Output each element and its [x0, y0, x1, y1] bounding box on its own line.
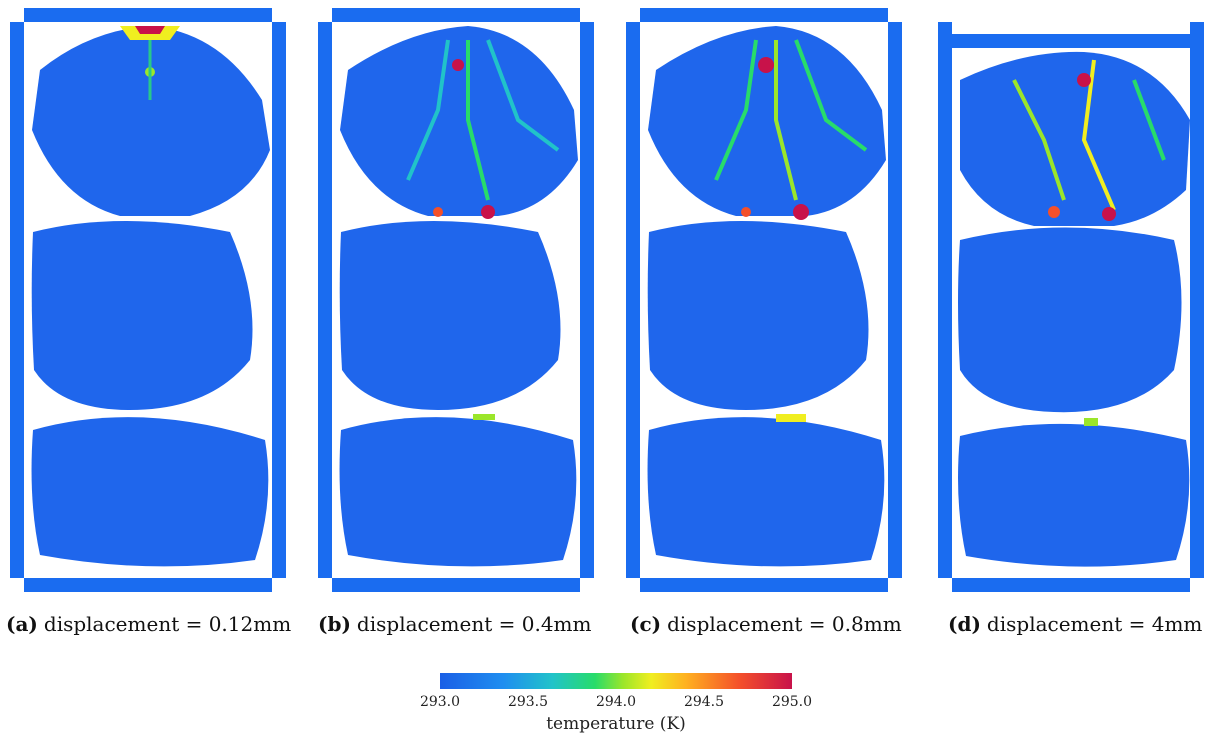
panel-a	[0, 0, 300, 600]
panel-b-label: displacement = 0.4mm	[356, 612, 592, 636]
panel-d-caption: (d) displacement = 4mm	[948, 612, 1202, 636]
panel-a-caption: (a) displacement = 0.12mm	[6, 612, 291, 636]
colorbar-tick: 293.0	[419, 694, 461, 710]
panel-d-tag: (d)	[948, 612, 981, 636]
panel-c-label: displacement = 0.8mm	[667, 612, 902, 636]
panel-d	[924, 0, 1222, 600]
panel-c	[616, 0, 916, 600]
colorbar-tick: 295.0	[771, 694, 813, 710]
colorbar-tick: 294.5	[683, 694, 725, 710]
panel-c-image	[626, 8, 902, 592]
panel-a-tag: (a)	[6, 612, 38, 636]
colorbar-title: temperature (K)	[546, 714, 686, 734]
panel-b-image	[318, 8, 594, 592]
panel-d-label: displacement = 4mm	[986, 612, 1203, 636]
panel-b-tag: (b)	[318, 612, 351, 636]
panel-b-caption: (b) displacement = 0.4mm	[318, 612, 591, 636]
panel-d-image	[938, 22, 1204, 592]
panel-a-label: displacement = 0.12mm	[43, 612, 292, 636]
colorbar-tick: 294.0	[595, 694, 637, 710]
temperature-colorbar	[440, 673, 792, 689]
panel-b	[308, 0, 608, 600]
panel-c-tag: (c)	[630, 612, 662, 636]
colorbar-tick: 293.5	[507, 694, 549, 710]
panel-c-caption: (c) displacement = 0.8mm	[630, 612, 902, 636]
panel-a-image	[10, 8, 286, 592]
